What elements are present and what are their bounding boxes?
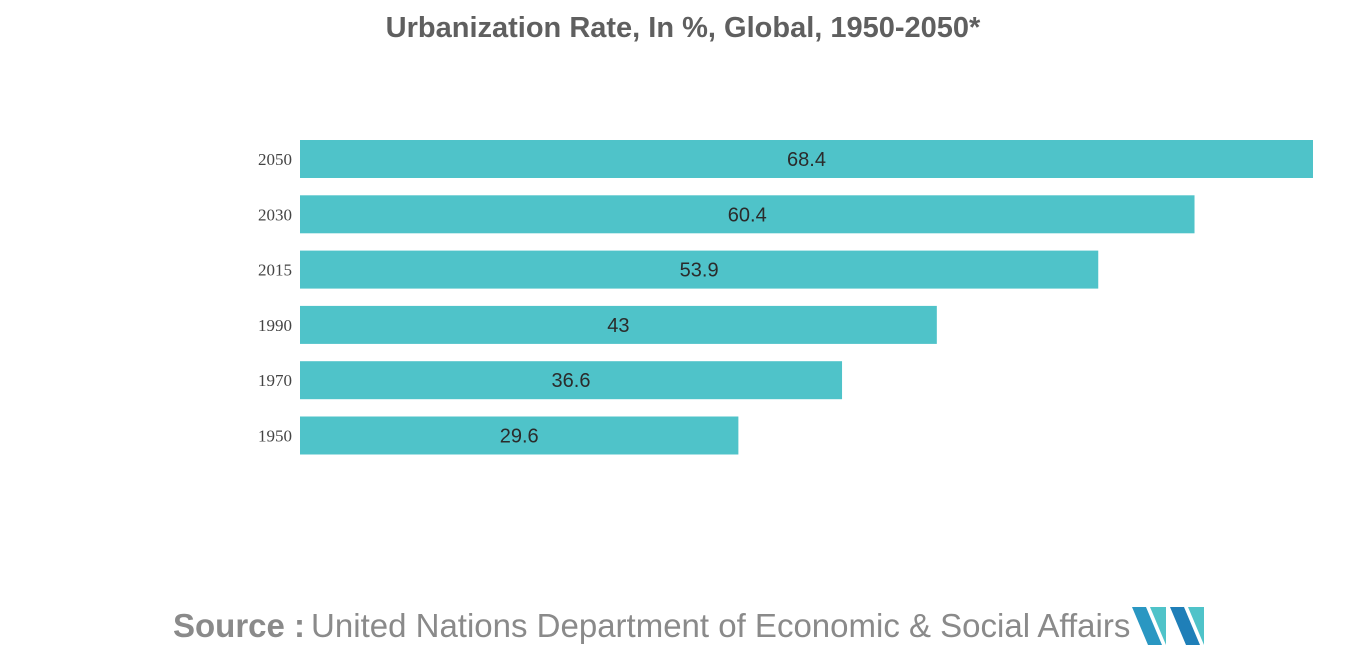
value-label-1990: 43 — [607, 315, 629, 337]
bar-1970 — [300, 361, 843, 400]
source-prefix: Source : — [173, 607, 306, 644]
bar-1950 — [300, 416, 739, 455]
category-label-1990: 1990 — [258, 316, 292, 335]
bar-2050 — [300, 140, 1313, 178]
chart-title: Urbanization Rate, In %, Global, 1950-20… — [385, 12, 981, 44]
mordor-intelligence-logo-icon — [1132, 607, 1205, 645]
bar-2030 — [300, 195, 1195, 234]
logo-shape-right — [1170, 607, 1201, 645]
value-label-1950: 29.6 — [500, 426, 539, 448]
category-label-1970: 1970 — [258, 371, 292, 390]
source-text: United Nations Department of Economic & … — [311, 607, 1131, 644]
logo-shape-end — [1188, 607, 1205, 645]
category-label-2015: 2015 — [258, 261, 292, 280]
value-label-2050: 68.4 — [787, 149, 826, 171]
logo-shape-left — [1132, 607, 1163, 645]
value-label-1970: 36.6 — [552, 370, 591, 392]
bar-chart: 2050 68.4 2030 60.4 2015 53.9 1990 43 1970 36.6 19… — [258, 140, 1313, 455]
bar-2015 — [300, 250, 1099, 289]
source-footer: Source : United Nations Department of Ec… — [173, 604, 1206, 648]
logo-shape-mid — [1150, 607, 1167, 645]
value-label-2030: 60.4 — [728, 204, 767, 226]
value-label-2015: 53.9 — [680, 260, 719, 282]
category-label-2050: 2050 — [258, 150, 292, 169]
bar-1990 — [300, 305, 937, 344]
category-label-2030: 2030 — [258, 205, 292, 224]
category-label-1950: 1950 — [258, 427, 292, 446]
